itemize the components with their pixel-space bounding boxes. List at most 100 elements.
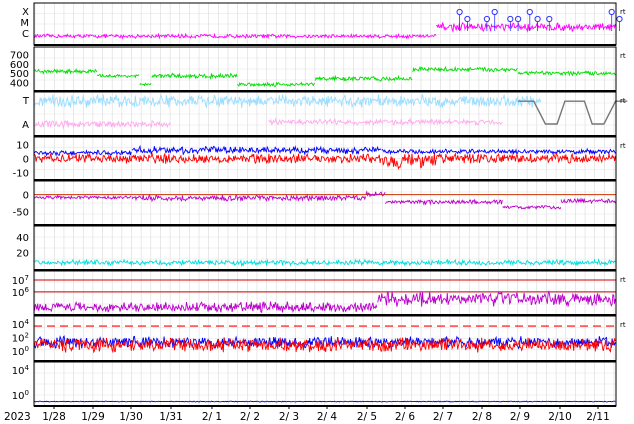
tick-base: 10 xyxy=(12,347,25,358)
panel-xray_class-flare-marker xyxy=(456,8,463,16)
panel-dst-series-purple-seg1 xyxy=(131,193,367,203)
panel-dst-series-purple-seg5 xyxy=(560,197,616,205)
panel-solar_wind_speed-series-green-seg5 xyxy=(314,74,413,83)
x-tick-label-9: 2/ 6 xyxy=(395,411,416,423)
tick-exponent: 0 xyxy=(25,345,29,353)
x-tick-label-11: 2/ 8 xyxy=(472,411,492,423)
x-tick-label-8: 2/ 5 xyxy=(357,411,377,423)
panel-solar_wind_speed-tick-label: 500 xyxy=(10,69,29,80)
panel-solar_wind_speed-rt-tag: rt xyxy=(620,52,626,60)
panel-electron_flux-tick-label: 107 xyxy=(12,274,29,287)
panel-xray_class-series-magenta-seg0 xyxy=(34,32,437,40)
panel-xray_class-flare-marker xyxy=(534,15,541,23)
panel-electron_flux-series-purple-seg0 xyxy=(34,300,378,314)
panel-solar_wind_speed-series-green-seg1 xyxy=(96,73,140,79)
panel-neutron-tick-label: 100 xyxy=(12,389,29,402)
x-tick-label-1: 1/29 xyxy=(81,411,105,423)
panel-xray_class-flare-marker xyxy=(464,15,471,23)
panel-imf-tick-label: 0 xyxy=(23,155,29,166)
tick-exponent: 4 xyxy=(25,364,30,372)
panel-solar_wind_speed-tick-label: 400 xyxy=(10,78,29,89)
tick-exponent: 4 xyxy=(25,318,30,326)
panel-xray_class-flare-marker xyxy=(483,15,490,23)
panel-imf-rt-tag: rt xyxy=(620,142,626,150)
panel-solar_wind_speed-tick-label: 600 xyxy=(10,60,29,71)
panel-electron_flux-tick-label: 106 xyxy=(12,286,30,299)
panel-solar_wind_speed-series-green-seg3 xyxy=(151,72,238,81)
panel-dst-series-purple-seg0 xyxy=(34,194,132,201)
x-tick-label-7: 2/ 4 xyxy=(317,411,338,423)
panel-xray_class-level-label-m: M xyxy=(20,18,29,29)
panel-dst-series-purple-seg2 xyxy=(365,190,386,198)
panel-solar_wind_speed-series-green-seg6 xyxy=(412,65,518,73)
panel-proton_flux-series-red-seg0 xyxy=(34,337,616,354)
x-tick-label-2: 1/30 xyxy=(119,411,143,423)
panel-sector_polarity-rt-tag: rt xyxy=(620,97,626,105)
panel-solar_wind_speed-series-green-seg0 xyxy=(34,67,98,75)
panel-kp-series-cyan-seg0 xyxy=(34,258,616,268)
panel-xray_class-flare-marker xyxy=(507,15,514,23)
panel-xray_class-rt-tag: rt xyxy=(620,8,626,16)
panel-xray_class-level-label-c: C xyxy=(22,29,29,40)
tick-base: 10 xyxy=(12,320,25,331)
label-layer: XMCrt700600500400rtTArt100-10rt0-5040201… xyxy=(4,7,626,423)
panel-solar_wind_speed-tick-label: 700 xyxy=(10,51,29,62)
panel-proton_flux-tick-label: 104 xyxy=(12,318,30,331)
tick-base: 10 xyxy=(12,333,25,344)
tick-base: 10 xyxy=(12,288,25,299)
panel-neutron-series-blue-seg0 xyxy=(34,400,616,403)
tick-exponent: 6 xyxy=(25,286,30,294)
x-tick-label-13: 2/10 xyxy=(548,411,572,423)
panel-kp-tick-label: 40 xyxy=(16,233,29,244)
panel-dst-tick-label: -50 xyxy=(13,207,29,218)
panel-sector_polarity-series-pink-seg1 xyxy=(268,117,503,127)
tick-exponent: 2 xyxy=(25,331,29,339)
panel-solar_wind_speed-series-green-seg4 xyxy=(237,81,316,88)
series-layer xyxy=(34,8,628,403)
x-tick-label-0: 1/28 xyxy=(42,411,66,423)
panel-sector_polarity-level-label-t: T xyxy=(22,96,30,107)
panel-imf-series-red-seg0 xyxy=(34,152,382,165)
panel-solar_wind_speed-series-green-seg2 xyxy=(139,82,152,87)
panel-xray_class-flare-marker xyxy=(608,8,615,16)
panel-electron_flux-rt-tag: rt xyxy=(620,276,626,284)
tick-base: 10 xyxy=(12,391,25,402)
panel-proton_flux-series-blue-seg0 xyxy=(34,335,616,350)
panel-imf-series-blue-seg1 xyxy=(131,144,382,156)
tick-exponent: 0 xyxy=(25,389,29,397)
panel-xray_class-flare-marker xyxy=(491,8,498,16)
panel-xray_class-level-label-x: X xyxy=(22,7,29,18)
tick-base: 10 xyxy=(12,276,25,287)
panel-proton_flux-tick-label: 102 xyxy=(12,331,29,344)
x-tick-label-4: 2/ 1 xyxy=(202,411,222,423)
panel-dst-series-purple-seg3 xyxy=(385,198,503,206)
panel-imf-tick-label: -10 xyxy=(13,168,29,179)
panel-kp-tick-label: 20 xyxy=(16,249,29,260)
frame-layer xyxy=(33,2,617,409)
x-tick-label-3: 1/31 xyxy=(159,411,183,423)
panel-sector_polarity-series-pink-seg0 xyxy=(34,119,171,130)
panel-neutron-tick-label: 104 xyxy=(12,364,30,377)
panel-sector_polarity-level-label-a: A xyxy=(22,120,29,131)
panel-imf-series-blue-seg2 xyxy=(381,147,617,156)
tick-base: 10 xyxy=(12,366,25,377)
panel-imf-series-blue-seg0 xyxy=(34,149,132,157)
panel-xray_class-flare-marker xyxy=(546,15,553,23)
panel-imf-series-red-seg2 xyxy=(435,152,616,164)
tick-exponent: 7 xyxy=(25,274,29,282)
panel-solar_wind_speed-series-green-seg7 xyxy=(517,70,616,77)
x-tick-label-6: 2/ 3 xyxy=(279,411,299,423)
panel-xray_class-flare-marker xyxy=(515,15,522,23)
panel-xray_class-flare-marker xyxy=(526,8,533,16)
panel-imf-series-red-seg1 xyxy=(381,153,437,171)
panel-xray_class-series-magenta-seg1 xyxy=(435,21,616,33)
x-tick-label-10: 2/ 7 xyxy=(433,411,453,423)
panel-imf-tick-label: 10 xyxy=(16,141,29,152)
panel-proton_flux-rt-tag: rt xyxy=(620,321,626,329)
x-tick-label-5: 2/ 2 xyxy=(240,411,260,423)
x-tick-label-14: 2/11 xyxy=(586,411,610,423)
panel-proton_flux-tick-label: 100 xyxy=(12,345,29,358)
panel-xray_class-flare-marker xyxy=(616,15,623,23)
x-tick-label-12: 2/ 9 xyxy=(510,411,530,423)
